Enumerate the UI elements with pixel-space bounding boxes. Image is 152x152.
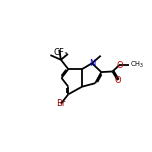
Text: CH$_3$: CH$_3$ [130, 60, 144, 70]
Text: N: N [89, 59, 95, 68]
Text: O: O [116, 60, 123, 70]
Text: Br: Br [56, 99, 66, 108]
Text: O: O [114, 76, 121, 85]
Text: CF$_3$: CF$_3$ [53, 47, 69, 59]
